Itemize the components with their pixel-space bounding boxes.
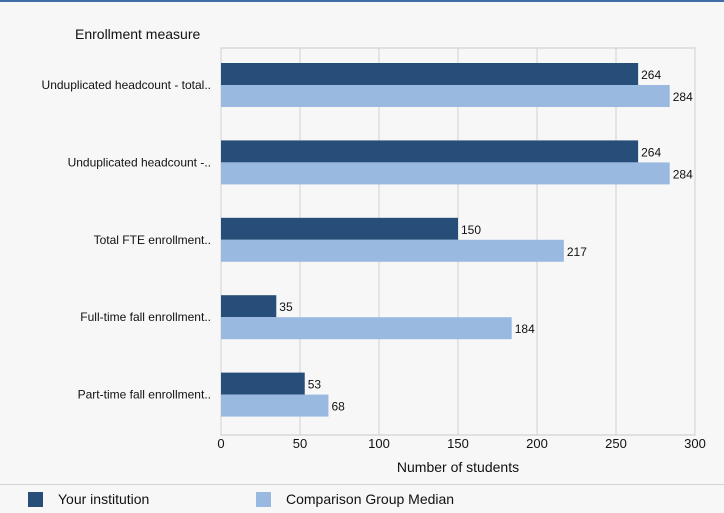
legend: Your institution Comparison Group Median [0,484,724,513]
x-axis-title: Number of students [397,459,519,475]
legend-swatch-comparison-group-median [256,491,271,507]
legend-item-comparison-group-median: Comparison Group Median [256,491,454,507]
bar-your-institution-1 [221,63,639,85]
data-label-your-institution-5: 53 [308,378,322,392]
legend-label-comparison-group-median: Comparison Group Median [286,491,455,507]
bar-your-institution-3 [221,217,458,240]
x-tick-labels: 0 50 100 150 200 250 300 [217,436,705,451]
bar-comparison-group-median-1 [221,85,670,107]
data-label-your-institution-1: 264 [641,68,661,82]
category-label-3: Total FTE enrollment.. [94,233,211,247]
bar-chart: Enrollment measure 264 284 264 284 150 217 35 1… [42,26,706,475]
bar-comparison-group-median-4 [221,317,512,340]
category-label-5: Part-time fall enrollment.. [78,388,211,402]
data-label-comparison-group-median-3: 217 [567,245,587,259]
x-tick-label-300: 300 [684,436,706,451]
data-label-comparison-group-median-2: 284 [673,167,693,181]
data-label-your-institution-3: 150 [461,223,481,237]
x-tick-label-250: 250 [605,436,627,451]
x-tick-label-0: 0 [217,436,224,451]
data-labels: 264 284 264 284 150 217 35 184 53 68 [279,68,693,414]
x-tick-label-200: 200 [526,436,548,451]
x-tick-label-100: 100 [368,436,390,451]
x-tick-label-50: 50 [293,436,307,451]
legend-swatch-your-institution [28,491,43,507]
data-label-your-institution-4: 35 [279,300,293,314]
data-label-comparison-group-median-5: 68 [331,400,345,414]
category-labels: Unduplicated headcount - total.. Unduplic… [42,78,211,402]
data-label-comparison-group-median-4: 184 [515,322,535,336]
legend-label-your-institution: Your institution [58,491,150,507]
x-tick-label-150: 150 [447,436,469,451]
bar-comparison-group-median-3 [221,239,564,262]
category-label-1: Unduplicated headcount - total.. [42,78,211,92]
y-axis-title: Enrollment measure [75,26,200,42]
bar-your-institution-4 [221,295,277,318]
bar-your-institution-2 [221,140,639,163]
category-label-2: Unduplicated headcount -.. [68,155,211,169]
category-label-4: Full-time fall enrollment.. [80,310,211,324]
bars [221,63,670,417]
bar-comparison-group-median-2 [221,162,670,185]
data-label-your-institution-2: 264 [641,145,661,159]
bar-comparison-group-median-5 [221,394,329,417]
data-label-comparison-group-median-1: 284 [673,90,693,104]
bar-your-institution-5 [221,372,305,395]
legend-item-your-institution: Your institution [28,491,149,507]
